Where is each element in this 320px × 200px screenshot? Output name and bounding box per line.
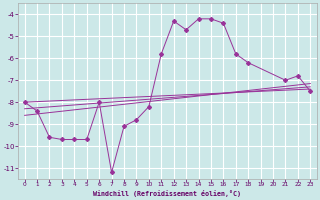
- X-axis label: Windchill (Refroidissement éolien,°C): Windchill (Refroidissement éolien,°C): [93, 190, 242, 197]
